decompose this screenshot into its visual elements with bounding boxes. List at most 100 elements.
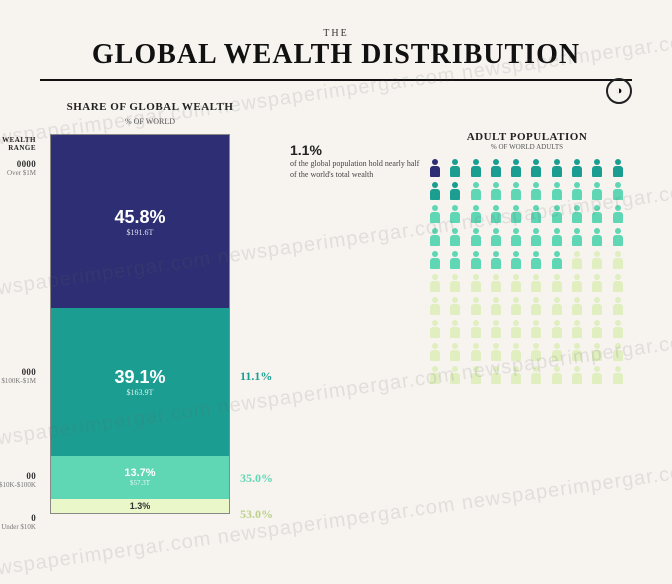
share-subhead-sub: % OF WORLD — [40, 117, 260, 126]
segment-pct: 1.3% — [130, 501, 151, 511]
person-icon — [488, 343, 504, 363]
person-icon — [589, 159, 605, 179]
person-icon — [427, 366, 443, 386]
person-icon — [610, 251, 626, 271]
population-head: ADULT POPULATION — [422, 131, 632, 143]
range-sub: Over $1M — [0, 169, 36, 177]
segment-amount: $163.9T — [127, 388, 154, 397]
person-icon — [427, 251, 443, 271]
person-icon — [447, 320, 463, 340]
person-icon — [447, 228, 463, 248]
person-icon — [447, 205, 463, 225]
person-icon — [549, 274, 565, 294]
person-icon — [589, 182, 605, 202]
bar-segment-2: 13.7%$57.3T — [51, 456, 229, 499]
wealth-share-column: SHARE OF GLOBAL WEALTH % OF WORLD WEALTH… — [40, 101, 260, 514]
person-icon — [610, 366, 626, 386]
person-icon — [528, 274, 544, 294]
person-icon — [610, 297, 626, 317]
range-label-0: 0000Over $1M — [0, 159, 36, 177]
person-icon — [569, 182, 585, 202]
segment-pct: 45.8% — [114, 207, 165, 228]
person-icon — [488, 251, 504, 271]
person-icon — [488, 159, 504, 179]
share-subhead: SHARE OF GLOBAL WEALTH — [40, 101, 260, 113]
person-icon — [549, 159, 565, 179]
person-icon — [447, 182, 463, 202]
person-icon — [528, 343, 544, 363]
person-icon — [488, 297, 504, 317]
bar-segment-3: 1.3%$5.5T — [51, 499, 229, 513]
side-percent-1: 35.0% — [240, 471, 273, 486]
annotation-text: of the global population hold nearly hal… — [290, 159, 419, 178]
person-icon — [569, 343, 585, 363]
stacked-bar: 45.8%$191.6T39.1%$163.9T13.7%$57.3T1.3%$… — [50, 134, 230, 514]
person-icon — [488, 182, 504, 202]
person-icon — [528, 320, 544, 340]
bar-segment-1: 39.1%$163.9T — [51, 308, 229, 456]
person-icon — [468, 159, 484, 179]
range-main: 0 — [0, 513, 36, 523]
person-icon — [528, 251, 544, 271]
population-icon-grid — [427, 159, 627, 386]
person-icon — [610, 205, 626, 225]
person-icon — [589, 228, 605, 248]
range-main: 0000 — [0, 159, 36, 169]
person-icon — [488, 366, 504, 386]
person-icon — [569, 320, 585, 340]
segment-amount: $191.6T — [127, 228, 154, 237]
person-icon — [569, 228, 585, 248]
bar-segment-0: 45.8%$191.6T — [51, 135, 229, 308]
person-icon — [528, 228, 544, 248]
person-icon — [549, 251, 565, 271]
person-icon — [610, 182, 626, 202]
person-icon — [468, 297, 484, 317]
population-sub: % OF WORLD ADULTS — [422, 143, 632, 151]
person-icon — [549, 343, 565, 363]
person-icon — [468, 251, 484, 271]
person-icon — [468, 182, 484, 202]
person-icon — [528, 205, 544, 225]
annotation-percent: 1.1% — [290, 142, 322, 158]
person-icon — [427, 228, 443, 248]
person-icon — [589, 251, 605, 271]
range-label-2: 00$10K-$100K — [0, 471, 36, 489]
side-percent-0: 11.1% — [240, 369, 272, 384]
person-icon — [468, 228, 484, 248]
person-icon — [589, 343, 605, 363]
person-icon — [569, 274, 585, 294]
person-icon — [508, 228, 524, 248]
person-icon — [488, 228, 504, 248]
range-label-1: 000$100K-$1M — [0, 367, 36, 385]
person-icon — [549, 366, 565, 386]
person-icon — [610, 274, 626, 294]
person-icon — [589, 205, 605, 225]
person-icon — [508, 274, 524, 294]
person-icon — [589, 274, 605, 294]
person-icon — [549, 297, 565, 317]
person-icon — [610, 343, 626, 363]
segment-pct: 39.1% — [114, 367, 165, 388]
person-icon — [549, 320, 565, 340]
range-main: 00 — [0, 471, 36, 481]
person-icon — [569, 251, 585, 271]
person-icon — [569, 366, 585, 386]
person-icon — [468, 205, 484, 225]
person-icon — [508, 297, 524, 317]
person-icon — [569, 205, 585, 225]
person-icon — [508, 366, 524, 386]
person-icon — [508, 205, 524, 225]
person-icon — [549, 182, 565, 202]
person-icon — [528, 297, 544, 317]
person-icon — [468, 320, 484, 340]
person-icon — [549, 228, 565, 248]
person-icon — [447, 343, 463, 363]
range-sub: Under $10K — [0, 523, 36, 531]
person-icon — [508, 320, 524, 340]
person-icon — [528, 159, 544, 179]
person-icon — [610, 228, 626, 248]
person-icon — [488, 274, 504, 294]
person-icon — [528, 366, 544, 386]
person-icon — [468, 366, 484, 386]
population-column: 1.1% of the global population hold nearl… — [290, 101, 632, 514]
